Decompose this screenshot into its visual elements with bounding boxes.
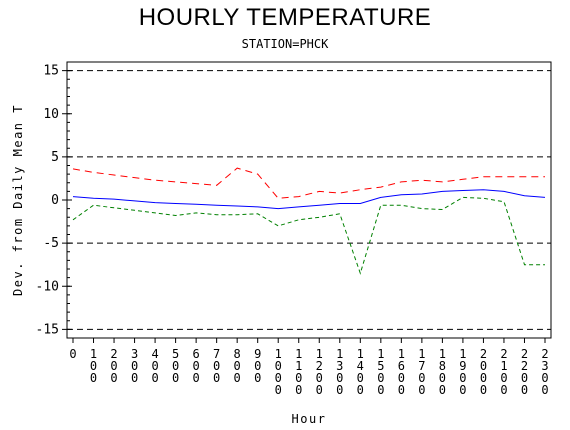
x-tick-label: 0 — [69, 347, 76, 361]
plot-frame — [66, 61, 552, 339]
y-tick-label: -5 — [43, 236, 59, 251]
y-tick-label: 5 — [51, 150, 59, 165]
y-tick-label: 0 — [51, 193, 59, 208]
y-tick-label: -10 — [36, 279, 59, 294]
y-axis-label: Dev. from Daily Mean T — [11, 104, 25, 296]
y-ticks: -15 -10 -5 0 5 10 15 — [36, 64, 72, 337]
series-lines — [72, 167, 546, 275]
reference-lines — [67, 70, 551, 330]
chart-title: HOURLY TEMPERATURE — [138, 4, 432, 31]
y-tick-label: -15 — [36, 322, 59, 337]
y-tick-label: 15 — [43, 64, 59, 79]
chart-subtitle: STATION=PHCK — [241, 37, 329, 51]
series-line-2 — [72, 189, 546, 210]
x-ticks: 0 1 0 0 2 0 0 3 0 0 4 0 0 5 0 0 6 0 0 7 0 0 8 0 0 9 0 0 1 0 0 0 1 1 0 0 1 2 0 0… — [69, 338, 549, 397]
series-line-1 — [72, 167, 545, 199]
series-line-3 — [72, 196, 545, 275]
y-tick-label: 10 — [43, 107, 59, 122]
x-axis-label: Hour — [292, 412, 327, 426]
